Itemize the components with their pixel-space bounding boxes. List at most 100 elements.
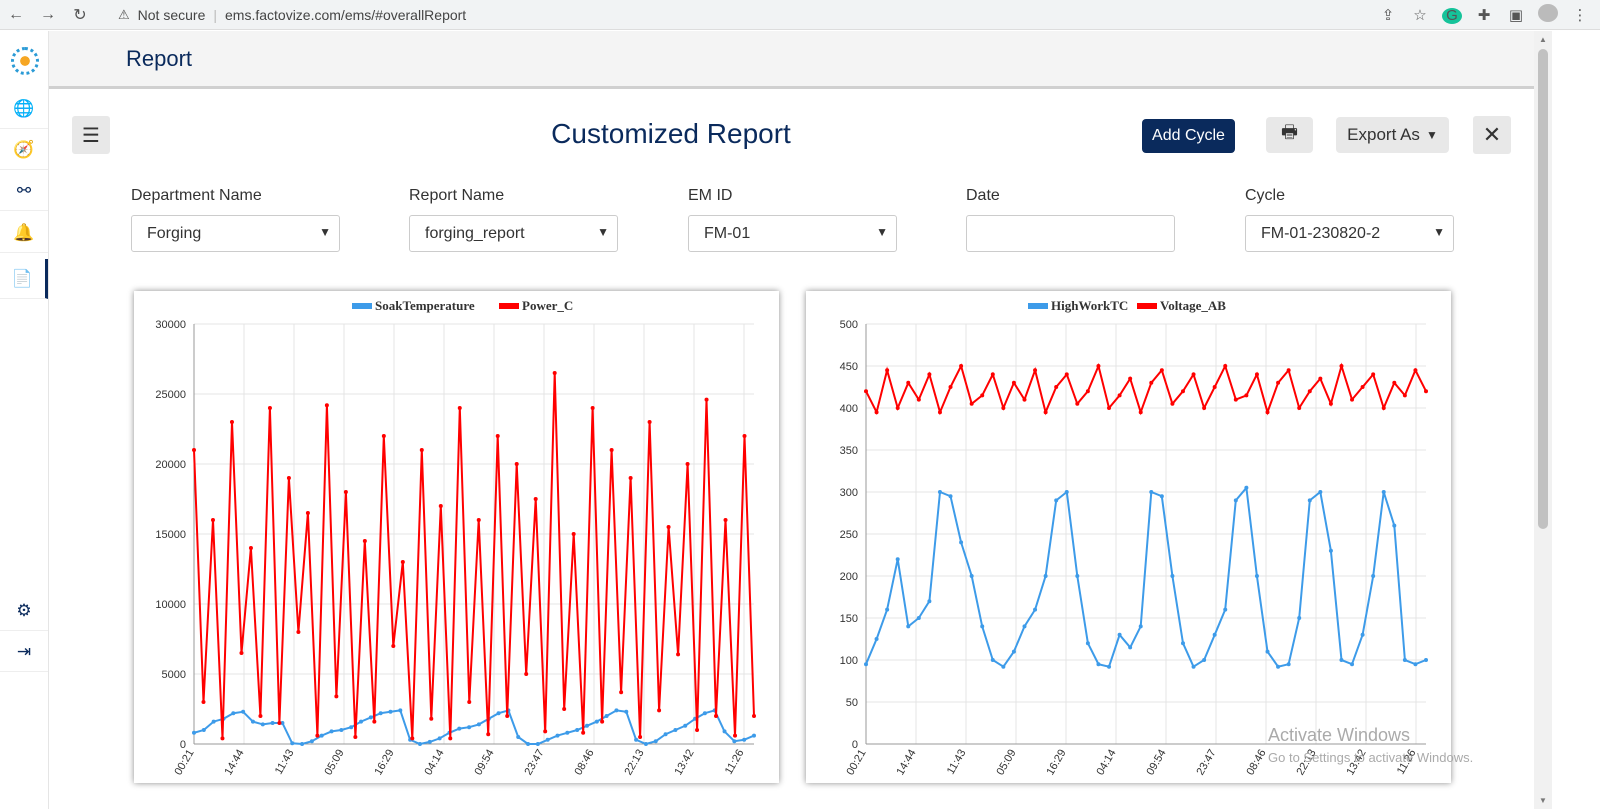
series-point-SoakTemperature: [339, 728, 344, 732]
sidebar-item-dashboard[interactable]: 🧭: [0, 130, 48, 170]
series-point-Power_C: [609, 448, 614, 452]
add-cycle-button[interactable]: Add Cycle: [1142, 119, 1235, 153]
series-point-Voltage_AB: [1001, 406, 1006, 410]
series-point-SoakTemperature: [643, 742, 648, 746]
sidebar-item-logout[interactable]: ⇥: [0, 632, 48, 672]
cycle-select[interactable]: FM-01-230820-2 ▼: [1245, 215, 1454, 252]
series-point-Power_C: [638, 735, 643, 739]
em-id-value: FM-01: [704, 224, 751, 242]
extensions-icon[interactable]: ✚: [1477, 7, 1491, 24]
hamburger-icon: ☰: [82, 124, 100, 147]
profile-icon[interactable]: [1538, 4, 1558, 26]
forward-icon[interactable]: →: [40, 5, 56, 23]
sidebar-item-globe[interactable]: 🌐: [0, 89, 48, 129]
address-bar[interactable]: ⚠ Not secure | ems.factovize.com/ems/#ov…: [108, 2, 1408, 28]
x-tick-label: 05:09: [994, 748, 1018, 778]
series-point-Voltage_AB: [906, 380, 911, 385]
caret-down-icon: ▼: [1425, 128, 1438, 142]
sidebar-item-alerts[interactable]: 🔔: [0, 213, 48, 253]
sidebar-item-settings[interactable]: ⚙: [0, 591, 48, 631]
x-tick-label: 00:21: [844, 748, 868, 778]
side-panel-icon[interactable]: ▣: [1508, 7, 1524, 24]
series-point-Power_C: [296, 630, 301, 634]
series-point-HighWorkTC: [1297, 616, 1302, 620]
series-point-HighWorkTC: [980, 624, 985, 629]
report-name-select[interactable]: forging_report ▼: [409, 215, 618, 252]
series-point-HighWorkTC: [1117, 632, 1122, 637]
series-point-HighWorkTC: [1138, 624, 1143, 629]
legend-label-0: HighWorkTC: [1051, 298, 1128, 313]
share-icon[interactable]: ⇪: [1381, 7, 1395, 24]
menu-toggle-button[interactable]: ☰: [72, 116, 110, 154]
printer-icon: 🖶: [1281, 122, 1298, 142]
export-as-button[interactable]: Export As ▼: [1336, 117, 1449, 153]
cycle-label: Cycle: [1245, 187, 1286, 204]
legend-label-1: Voltage_AB: [1160, 298, 1226, 313]
em-id-select[interactable]: FM-01 ▼: [688, 215, 897, 252]
scroll-thumb[interactable]: [1538, 49, 1548, 529]
y-tick-label: 200: [840, 571, 858, 583]
series-point-HighWorkTC: [1307, 498, 1312, 503]
series-point-HighWorkTC: [1149, 490, 1154, 494]
series-point-HighWorkTC: [927, 599, 932, 604]
series-point-HighWorkTC: [1033, 607, 1038, 612]
series-point-Power_C: [533, 497, 538, 501]
series-point-SoakTemperature: [231, 711, 236, 716]
sidebar-item-hierarchy[interactable]: ⚯: [0, 171, 48, 211]
series-point-HighWorkTC: [937, 490, 942, 494]
series-point-Voltage_AB: [1064, 372, 1069, 377]
series-point-Power_C: [647, 420, 652, 424]
grammarly-icon[interactable]: G: [1442, 7, 1462, 24]
series-point-Voltage_AB: [864, 389, 868, 394]
reload-icon[interactable]: ↻: [73, 6, 87, 24]
series-line-Voltage_AB: [865, 362, 1427, 416]
back-icon[interactable]: ←: [8, 5, 24, 23]
series-point-SoakTemperature: [349, 725, 354, 730]
export-as-label: Export As: [1347, 125, 1420, 144]
bell-icon: 🔔: [13, 222, 35, 242]
series-point-HighWorkTC: [1054, 498, 1059, 503]
sidebar-item-reports[interactable]: 📄: [0, 259, 48, 299]
x-tick-label: 11:43: [945, 748, 969, 777]
series-point-Voltage_AB: [948, 385, 953, 389]
series-point-HighWorkTC: [1265, 649, 1270, 654]
series-point-Voltage_AB: [1254, 372, 1259, 377]
department-select[interactable]: Forging ▼: [131, 215, 340, 252]
series-point-Power_C: [619, 690, 624, 695]
series-point-Power_C: [752, 714, 756, 718]
series-point-Voltage_AB: [1371, 372, 1376, 377]
scroll-up-icon[interactable]: ▲: [1539, 35, 1547, 44]
date-input[interactable]: [966, 215, 1175, 252]
chart-card-2: HighWorkTC Voltage_AB 0 50 100 150 200 250 300 35…: [806, 291, 1451, 783]
series-point-SoakTemperature: [270, 721, 275, 725]
scroll-down-icon[interactable]: ▼: [1539, 796, 1547, 805]
star-icon[interactable]: ☆: [1413, 7, 1427, 24]
vertical-scrollbar[interactable]: ▲ ▼: [1534, 31, 1552, 809]
series-point-HighWorkTC: [1202, 658, 1207, 662]
series-point-Voltage_AB: [1180, 389, 1185, 394]
department-value: Forging: [147, 224, 202, 242]
y-tick-label: 250: [840, 529, 858, 541]
series-point-SoakTemperature: [516, 735, 521, 739]
series-point-SoakTemperature: [388, 709, 393, 714]
series-point-Power_C: [210, 518, 215, 522]
y-tick-label: 30000: [155, 319, 186, 331]
series-point-Voltage_AB: [1381, 406, 1386, 410]
print-button[interactable]: 🖶: [1266, 117, 1313, 153]
series-point-Power_C: [343, 490, 348, 494]
series-point-HighWorkTC: [1223, 607, 1228, 612]
series-point-Power_C: [600, 719, 605, 724]
chevron-down-icon: ▼: [319, 225, 331, 239]
close-icon: ✕: [1482, 122, 1502, 147]
close-button[interactable]: ✕: [1473, 116, 1511, 154]
series-point-HighWorkTC: [1075, 574, 1080, 578]
series-point-SoakTemperature: [634, 737, 639, 742]
x-tick-label: 05:09: [322, 748, 346, 778]
more-menu-icon[interactable]: ⋮: [1572, 7, 1588, 24]
series-point-Voltage_AB: [1328, 401, 1333, 406]
address-divider: |: [213, 7, 217, 23]
series-point-Voltage_AB: [980, 393, 985, 398]
department-label: Department Name: [131, 187, 262, 204]
series-point-HighWorkTC: [1180, 641, 1185, 646]
series-point-SoakTemperature: [250, 719, 255, 724]
